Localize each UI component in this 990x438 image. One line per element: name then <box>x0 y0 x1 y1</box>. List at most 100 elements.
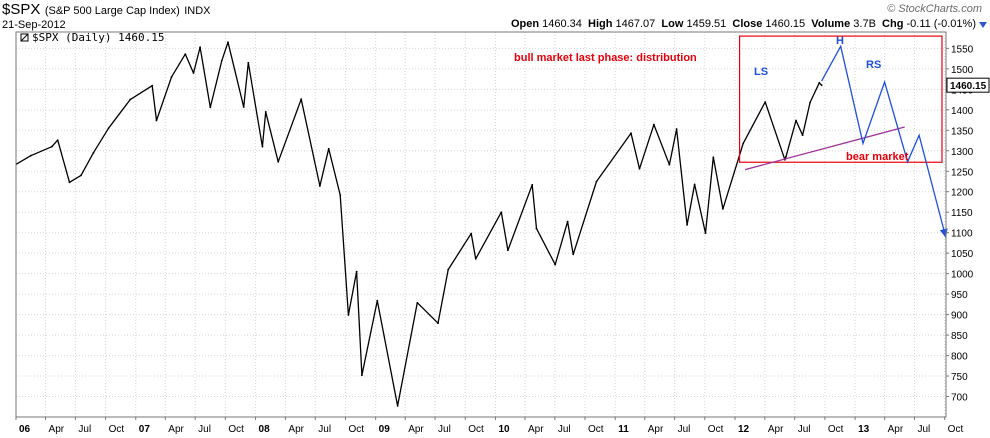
annotation-bear-market-label: bear market <box>846 151 909 163</box>
price-point <box>675 128 678 130</box>
price-point <box>277 160 280 163</box>
price-point <box>151 84 154 87</box>
x-tick-label: Apr <box>648 424 664 435</box>
symbol-line: $SPX (S&P 500 Large Cap Index) INDX <box>2 1 211 19</box>
price-point <box>535 227 538 230</box>
price-point <box>192 72 195 74</box>
y-tick-label: 800 <box>951 352 968 363</box>
x-tick-label: 06 <box>19 424 31 435</box>
stat-high-value: 1467.07 <box>615 18 656 30</box>
legend-swatch <box>20 33 29 42</box>
x-tick-label: 12 <box>738 424 750 435</box>
price-point <box>500 211 503 214</box>
x-tick-label: Apr <box>168 424 184 435</box>
price-point <box>416 301 419 304</box>
x-tick-label: Oct <box>588 424 604 435</box>
price-point <box>764 101 767 103</box>
stat-low-value: 1459.51 <box>686 18 727 30</box>
price-point <box>242 106 245 108</box>
y-axis: 700 750 800 850 900 950 1000 1050 1100 1150 1200 12… <box>946 44 990 404</box>
price-point <box>318 185 321 187</box>
price-point <box>56 139 59 142</box>
price-point <box>595 180 598 183</box>
x-tick-label: 10 <box>498 424 510 435</box>
price-point <box>209 106 212 109</box>
price-point <box>92 151 95 154</box>
price-point <box>50 145 53 148</box>
price-point <box>638 167 641 170</box>
x-tick-label: Jul <box>78 424 91 435</box>
legend-label: $SPX (Daily) 1460.15 <box>32 31 164 44</box>
x-axis: 06 Apr Jul Oct 07 Apr Jul Oct 08 Apr Jul Oct 09 Apr Ju… <box>15 417 964 435</box>
y-tick-label: 1350 <box>951 126 974 137</box>
stat-open-value: 1460.34 <box>542 18 582 30</box>
price-point <box>653 123 655 126</box>
quote-date: 21-Sep-2012 <box>2 19 66 31</box>
stat-low-label: Low <box>661 18 684 30</box>
price-point <box>554 263 557 266</box>
x-tick-label: Oct <box>468 424 484 435</box>
price-series-line <box>16 41 823 407</box>
price-point <box>572 253 575 256</box>
plot-frame <box>15 31 947 418</box>
x-tick-label: Oct <box>948 424 964 435</box>
price-point <box>170 76 173 78</box>
price-point <box>396 405 399 407</box>
chevron-down-icon[interactable] <box>979 22 987 28</box>
exchange: INDX <box>184 5 211 17</box>
price-point <box>80 174 82 177</box>
x-tick-label: Oct <box>348 424 364 435</box>
symbol-name: (S&P 500 Large Cap Index) <box>44 5 180 17</box>
price-point <box>199 46 201 49</box>
price-point <box>184 53 187 56</box>
price-point <box>327 147 330 150</box>
last-value-box <box>946 77 990 93</box>
quote-stats: Open 1460.34 High 1467.07 Low 1459.51 Cl… <box>511 18 976 30</box>
symbol: $SPX <box>2 1 41 18</box>
y-tick-label: 750 <box>951 372 968 383</box>
series-layer <box>15 41 823 407</box>
y-tick-label: 1000 <box>951 270 974 281</box>
annotation-rs-label: RS <box>866 59 881 71</box>
y-tick-label: 1500 <box>951 65 974 76</box>
stat-chg-value: -0.11 (-0.01%) <box>906 18 977 30</box>
legend: $SPX (Daily) 1460.15 <box>20 31 164 44</box>
x-tick-label: Jul <box>917 424 930 435</box>
price-point <box>686 224 688 226</box>
x-tick-label: Oct <box>109 424 125 435</box>
grid-layer <box>15 32 946 417</box>
annotation-layer: bull market last phase: distribution bear… <box>514 35 948 239</box>
x-tick-label: Apr <box>49 424 65 435</box>
x-tick-label: 09 <box>379 424 391 435</box>
stat-chg-label: Chg <box>882 18 904 30</box>
price-point <box>247 61 250 64</box>
price-point <box>704 232 707 235</box>
x-tick-label: Jul <box>798 424 811 435</box>
price-point <box>809 101 812 104</box>
neckline <box>744 126 905 171</box>
x-tick-label: Jul <box>558 424 571 435</box>
price-point <box>360 374 363 377</box>
price-point <box>300 98 303 101</box>
price-point <box>437 322 439 325</box>
distribution-box <box>738 35 943 163</box>
price-point <box>801 134 804 137</box>
y-tick-label: 850 <box>951 331 968 342</box>
price-point <box>566 220 569 223</box>
price-point <box>712 156 715 159</box>
y-tick-label: 1300 <box>951 147 974 158</box>
price-point <box>742 142 745 145</box>
x-tick-label: 07 <box>139 424 151 435</box>
x-tick-label: Jul <box>438 424 451 435</box>
price-point <box>376 299 379 302</box>
stat-close-label: Close <box>732 18 763 30</box>
stat-open-label: Open <box>510 18 540 30</box>
x-tick-label: Apr <box>888 424 904 435</box>
y-tick-label: 900 <box>951 311 968 322</box>
price-point <box>784 156 787 158</box>
price-point <box>107 127 110 130</box>
price-point <box>347 314 350 316</box>
price-point <box>129 98 132 101</box>
